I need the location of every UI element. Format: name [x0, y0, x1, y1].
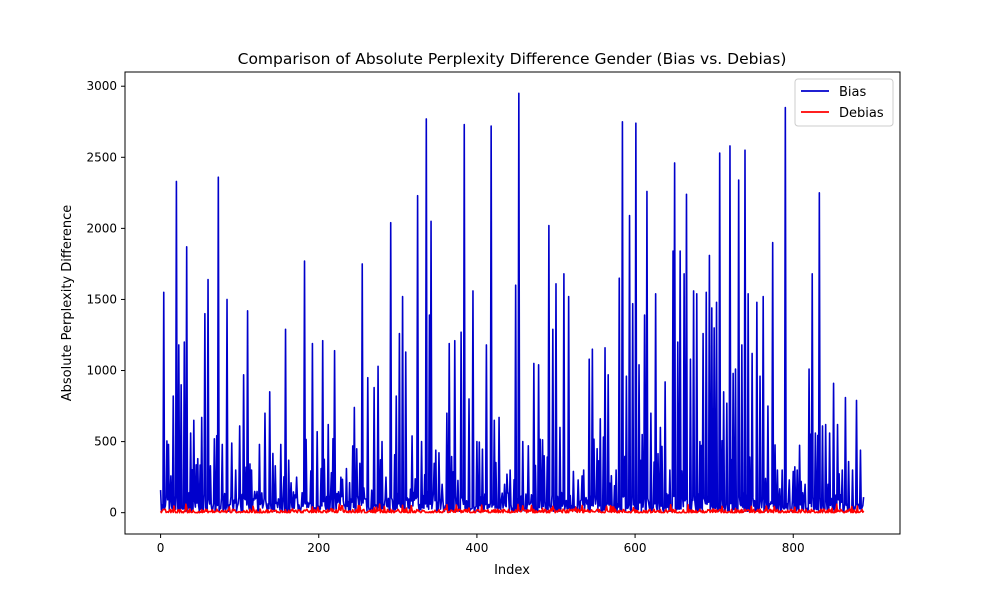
axes-frame: [124, 71, 901, 535]
x-tick-label: 400: [465, 541, 488, 555]
y-tick-label: 1500: [86, 292, 117, 306]
y-tick-label: 3000: [86, 79, 117, 93]
x-tick-label: 600: [624, 541, 647, 555]
legend-label-bias: Bias: [839, 85, 866, 100]
series-line-bias: [159, 92, 865, 513]
series-line-debias: [159, 503, 865, 514]
y-axis: 0 500 1000 1500 2000 2500 3000: [86, 79, 125, 520]
x-tick-label: 0: [157, 541, 165, 555]
y-axis-label: Absolute Perplexity Difference: [60, 205, 75, 402]
legend: Bias Debias: [794, 78, 894, 127]
x-axis-label: Index: [494, 563, 530, 578]
y-tick-label: 2500: [86, 150, 117, 164]
x-axis: 0 200 400 600 800: [157, 534, 805, 555]
x-tick-label: 200: [307, 541, 330, 555]
y-tick-label: 500: [94, 435, 117, 449]
y-tick-label: 0: [109, 506, 117, 520]
chart-title: Comparison of Absolute Perplexity Differ…: [238, 50, 787, 68]
y-tick-label: 1000: [86, 364, 117, 378]
y-tick-label: 2000: [86, 221, 117, 235]
legend-label-debias: Debias: [839, 106, 884, 121]
plot-area: [159, 92, 865, 514]
x-tick-label: 800: [782, 541, 805, 555]
